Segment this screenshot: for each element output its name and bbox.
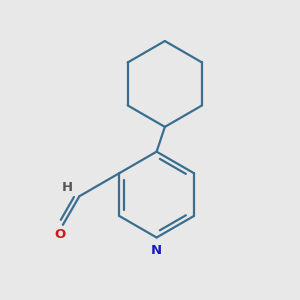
Text: O: O — [54, 228, 65, 241]
Text: H: H — [61, 182, 72, 194]
Text: N: N — [151, 244, 162, 257]
